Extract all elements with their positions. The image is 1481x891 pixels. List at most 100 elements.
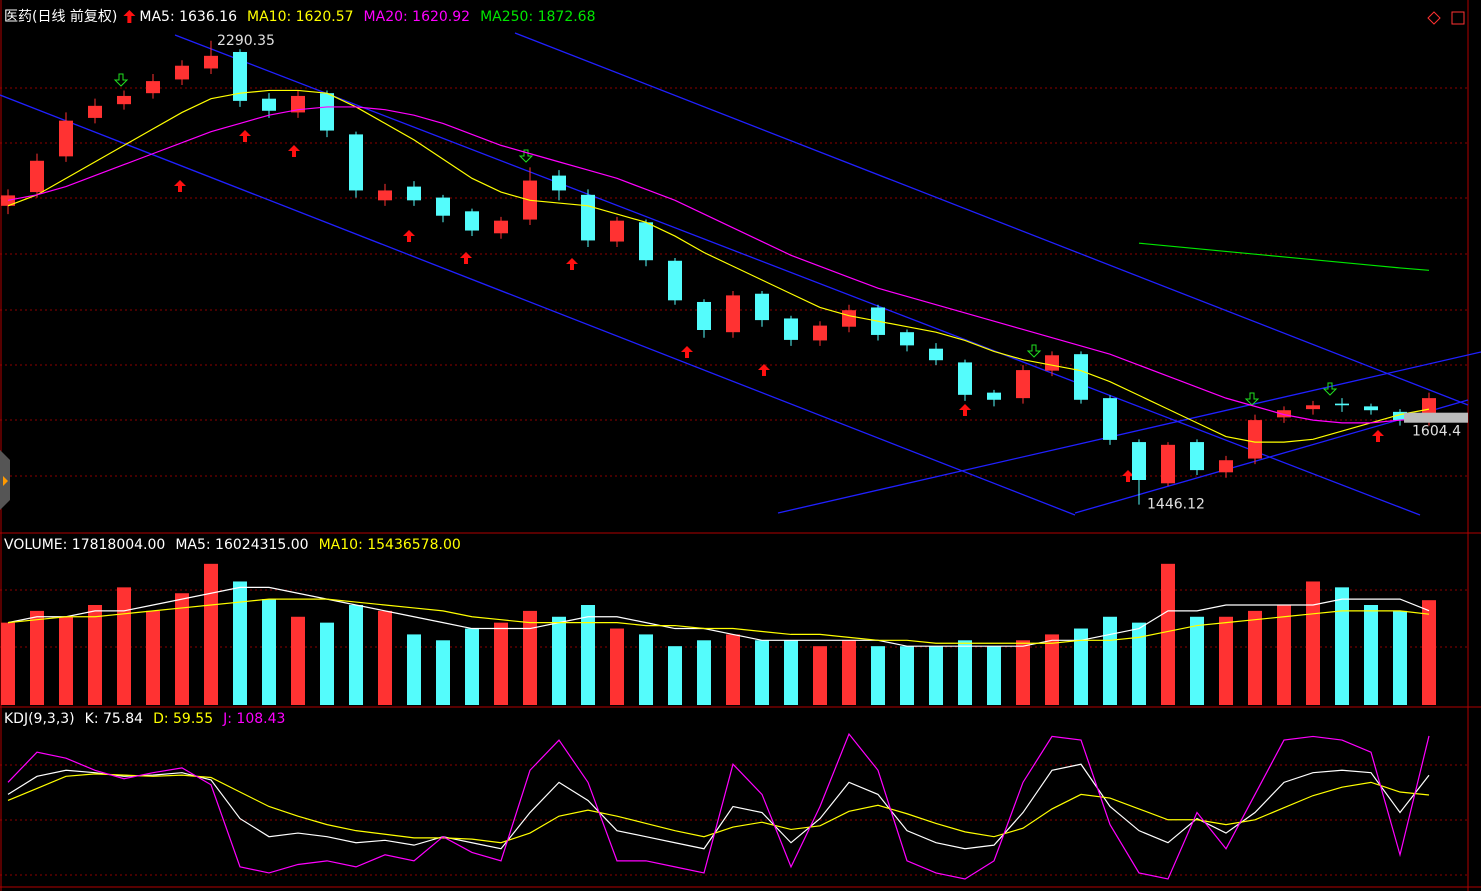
buy-arrow (758, 364, 770, 376)
volume-bar (668, 646, 682, 705)
buy-arrow (460, 252, 472, 264)
buy-arrow (1372, 430, 1384, 442)
legend-entry: MA10: 1620.57 (247, 9, 354, 25)
volume-bar (639, 634, 653, 705)
volume-bar (755, 640, 769, 705)
diamond-icon[interactable] (1427, 11, 1441, 25)
price-marker (1404, 412, 1468, 423)
volume-bar (610, 628, 624, 705)
volume-bar (88, 605, 102, 705)
channels (0, 32, 1481, 516)
candle-body (1393, 411, 1407, 421)
trend-line (777, 351, 1481, 514)
candle-body (349, 134, 363, 191)
annotation: 1604.4 (1412, 424, 1461, 440)
up-indicator (123, 10, 136, 23)
candle-body (262, 98, 276, 111)
volume-bar (233, 581, 247, 705)
candle-body (813, 325, 827, 341)
volume-bar (958, 640, 972, 705)
candle-body (697, 301, 711, 330)
trend-line (514, 32, 1469, 406)
buy-arrow (681, 346, 693, 358)
candle-body (755, 293, 769, 321)
candle-body (1248, 420, 1262, 459)
candle-body (929, 348, 943, 361)
buy-arrow (288, 145, 300, 157)
volume-bar (1, 622, 15, 705)
volume-bar (465, 628, 479, 705)
legend-entry: K: 75.84 (85, 711, 144, 727)
volume-bar (929, 646, 943, 705)
volume-bar (320, 622, 334, 705)
candle-body (1219, 460, 1233, 473)
volume-bar (349, 605, 363, 705)
legend-entry: MA20: 1620.92 (364, 9, 471, 25)
legend-entry: J: 108.43 (222, 711, 285, 727)
candle-body (1103, 398, 1117, 440)
buy-arrow (566, 258, 578, 270)
volume-bar (1190, 616, 1204, 705)
legend-entry: MA10: 15436578.00 (319, 537, 461, 553)
volume-bar (697, 640, 711, 705)
signals (113, 73, 1384, 482)
trend-line (0, 94, 1076, 516)
candle-body (1132, 442, 1146, 480)
candle-body (1364, 406, 1378, 411)
candle-body (1277, 410, 1291, 418)
line (7, 732, 1430, 880)
candle-body (784, 318, 798, 340)
annotation: 1446.12 (1147, 497, 1205, 513)
legend-entry: VOLUME: 17818004.00 (4, 537, 165, 553)
candle-body (1074, 354, 1088, 400)
candle-body (175, 65, 189, 80)
buy-arrow (959, 404, 971, 416)
buy-arrow (1122, 470, 1134, 482)
volume-bar (1306, 581, 1320, 705)
annotation: 2290.35 (217, 33, 275, 49)
volume-bar (494, 622, 508, 705)
line (7, 89, 1430, 443)
line (7, 598, 1430, 644)
legend-entry: MA5: 16024315.00 (175, 537, 308, 553)
candle-body (1335, 403, 1349, 406)
volume-bar (1219, 616, 1233, 705)
sell-arrow (1322, 382, 1338, 396)
candle-body (59, 120, 73, 157)
volume-bar (1045, 634, 1059, 705)
volume-bar (1277, 605, 1291, 705)
candle-body (494, 220, 508, 234)
candle-body (610, 220, 624, 242)
volume-bar (204, 563, 218, 705)
line (7, 586, 1430, 647)
line (7, 773, 1430, 844)
volume-bar (407, 634, 421, 705)
volume-bar (30, 610, 44, 705)
candle-body (233, 51, 247, 101)
candle-body (726, 295, 740, 333)
volume-bar (842, 640, 856, 705)
volume-bar (987, 646, 1001, 705)
candle-body (204, 55, 218, 69)
volume-bar (1132, 622, 1146, 705)
volume-bar (117, 587, 131, 705)
volume-bar (291, 616, 305, 705)
legend-entry: MA5: 1636.16 (139, 9, 237, 25)
sell-arrow (518, 149, 534, 163)
buy-arrow (174, 180, 186, 192)
candle-body (378, 190, 392, 201)
volume-bar (1248, 610, 1262, 705)
window-button[interactable] (1451, 11, 1465, 25)
volume-bar (1103, 616, 1117, 705)
volume-bar (378, 610, 392, 705)
volume-bar (436, 640, 450, 705)
line (1138, 242, 1430, 271)
candle-body (668, 260, 682, 301)
volume-bar (581, 605, 595, 705)
candle-body (465, 211, 479, 231)
candle-body (1190, 442, 1204, 471)
candle-body (436, 197, 450, 216)
